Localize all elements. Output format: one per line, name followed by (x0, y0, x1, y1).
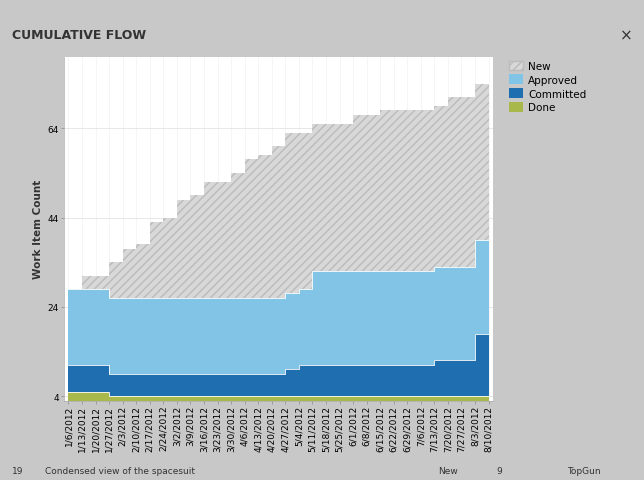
Text: CUMULATIVE FLOW: CUMULATIVE FLOW (12, 29, 146, 42)
Text: 9: 9 (496, 467, 502, 475)
Text: New: New (438, 467, 458, 475)
Text: TopGun: TopGun (567, 467, 600, 475)
Legend: New, Approved, Committed, Done: New, Approved, Committed, Done (506, 60, 589, 115)
Text: 19: 19 (12, 467, 23, 475)
Text: ×: × (620, 28, 632, 43)
Text: Condensed view of the spacesuit: Condensed view of the spacesuit (45, 467, 195, 475)
Y-axis label: Work Item Count: Work Item Count (33, 180, 43, 279)
